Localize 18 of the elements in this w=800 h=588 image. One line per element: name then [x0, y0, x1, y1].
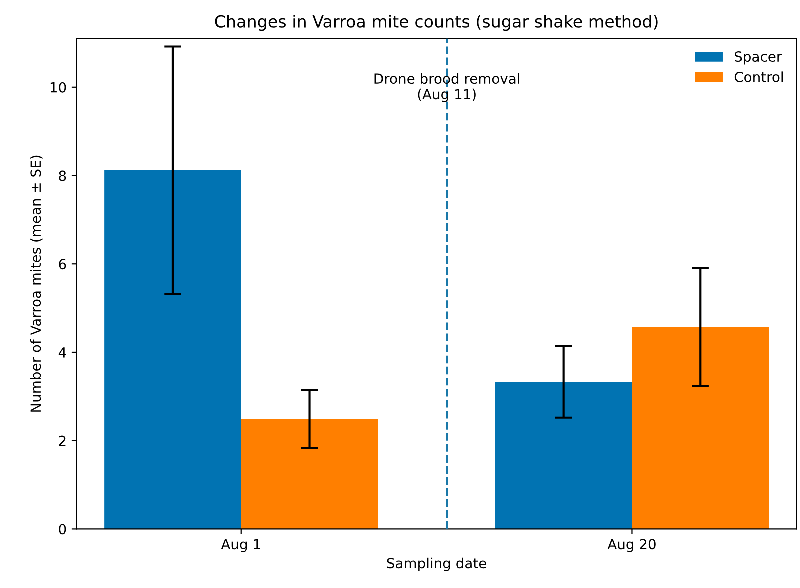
y-tick-label: 4	[58, 348, 66, 358]
x-axis-title: Sampling date	[387, 558, 486, 572]
bar	[632, 327, 770, 530]
x-tick-label: Aug 20	[608, 539, 656, 552]
bar	[241, 419, 378, 530]
legend-label: Control	[734, 72, 783, 82]
y-tick-label: 2	[59, 436, 66, 446]
y-tick-label: 0	[59, 524, 66, 535]
chart-title: Changes in Varroa mite counts (sugar shake method)	[215, 15, 658, 32]
ref-line-label: Drone brood removal (Aug 11)	[374, 73, 520, 102]
y-axis-title: Number of Varroa mites (mean ± SE)	[30, 156, 43, 412]
y-tick-label: 10	[50, 82, 66, 93]
y-tick-label: 6	[59, 259, 66, 270]
bar	[104, 170, 242, 530]
bar	[495, 382, 632, 530]
x-tick-label: Aug 1	[221, 539, 260, 552]
legend-label: Spacer	[735, 52, 782, 65]
y-tick-label: 8	[59, 170, 66, 182]
